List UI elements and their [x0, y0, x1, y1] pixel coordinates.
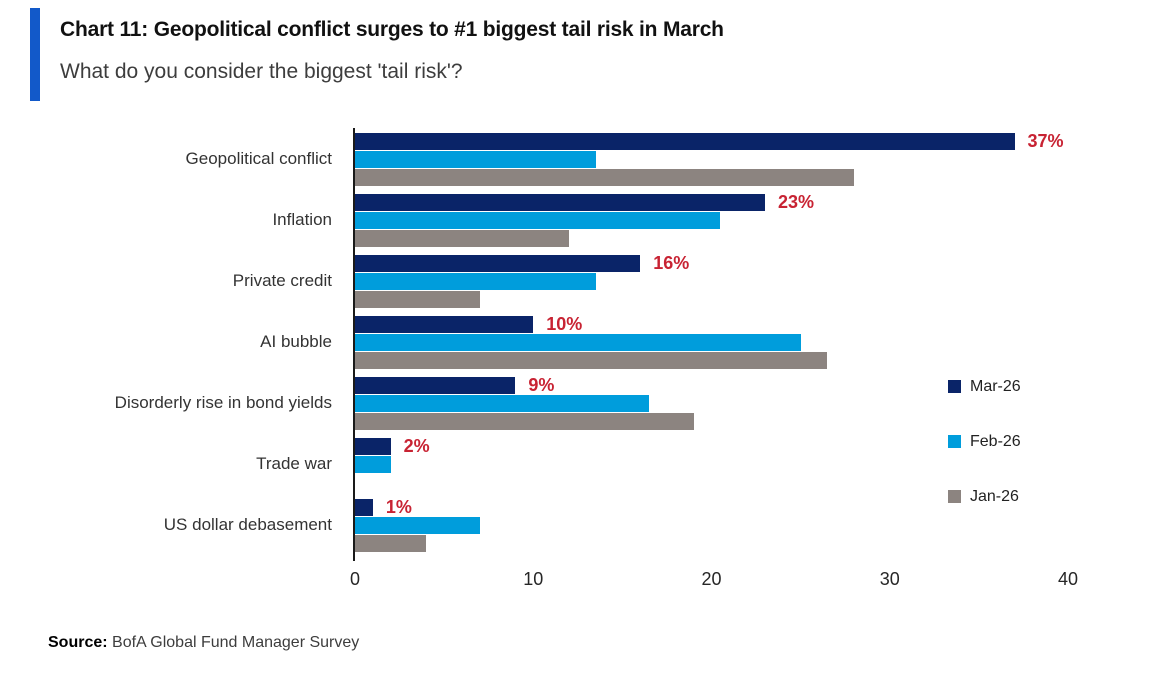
legend-swatch-icon [948, 490, 961, 503]
bar-jan-26 [355, 535, 427, 552]
bar-mar-26 [355, 377, 516, 394]
bar-feb-26 [355, 334, 801, 351]
source-note: Source: BofA Global Fund Manager Survey [48, 634, 359, 652]
category-label: Disorderly rise in bond yields [114, 392, 332, 412]
bar-jan-26 [355, 230, 569, 247]
data-label: 37% [1027, 131, 1064, 151]
y-axis-line [353, 128, 355, 561]
bar-jan-26 [355, 352, 828, 369]
legend-swatch-icon [948, 435, 961, 448]
data-label: 2% [403, 436, 430, 456]
category-label: AI bubble [260, 331, 332, 351]
bar-mar-26 [355, 499, 373, 516]
category-row: Disorderly rise in bond yields 9% [0, 372, 1160, 433]
legend-label: Feb-26 [970, 432, 1021, 450]
bar-feb-26 [355, 395, 650, 412]
category-row: Trade war 2% [0, 433, 1160, 494]
category-row: US dollar debasement 1% [0, 494, 1160, 555]
bar-jan-26 [355, 413, 694, 430]
data-label: 9% [528, 375, 555, 395]
x-tick-label: 0 [349, 569, 361, 589]
legend-swatch-icon [948, 380, 961, 393]
bar-mar-26 [355, 438, 391, 455]
legend-item-feb-26: Feb-26 [948, 433, 1021, 450]
legend-item-jan-26: Jan-26 [948, 488, 1019, 505]
bar-mar-26 [355, 255, 641, 272]
grouped-bar-chart: Geopolitical conflict 37% Inflation 23% Priv… [0, 128, 1160, 598]
bar-feb-26 [355, 212, 721, 229]
chart-subtitle: What do you consider the biggest 'tail r… [60, 60, 463, 83]
bar-mar-26 [355, 133, 1015, 150]
category-label: Private credit [232, 270, 332, 290]
data-label: 10% [546, 314, 583, 334]
data-label: 23% [777, 192, 814, 212]
bar-feb-26 [355, 273, 596, 290]
bar-mar-26 [355, 194, 765, 211]
bar-jan-26 [355, 169, 855, 186]
bar-feb-26 [355, 517, 480, 534]
chart-title: Chart 11: Geopolitical conflict surges t… [60, 18, 724, 41]
bar-feb-26 [355, 151, 596, 168]
category-row: Private credit 16% [0, 250, 1160, 311]
bar-mar-26 [355, 316, 534, 333]
category-row: Geopolitical conflict 37% [0, 128, 1160, 189]
title-accent-bar [30, 8, 40, 101]
bar-feb-26 [355, 456, 391, 473]
data-label: 1% [385, 497, 412, 517]
legend-label: Mar-26 [970, 377, 1021, 395]
category-label: Geopolitical conflict [185, 148, 332, 168]
category-label: Trade war [256, 453, 332, 473]
x-tick-label: 40 [1057, 569, 1079, 589]
category-label: Inflation [272, 209, 332, 229]
x-tick-label: 10 [523, 569, 544, 589]
data-label: 16% [653, 253, 690, 273]
x-tick-label: 30 [879, 569, 900, 589]
legend-item-mar-26: Mar-26 [948, 378, 1021, 395]
category-row: Inflation 23% [0, 189, 1160, 250]
source-label: Source: [48, 634, 108, 651]
category-label: US dollar debasement [163, 514, 332, 534]
source-text: BofA Global Fund Manager Survey [107, 634, 360, 651]
bar-jan-26 [355, 291, 480, 308]
category-row: AI bubble 10% [0, 311, 1160, 372]
legend-label: Jan-26 [970, 487, 1019, 505]
x-tick-label: 20 [701, 569, 722, 589]
